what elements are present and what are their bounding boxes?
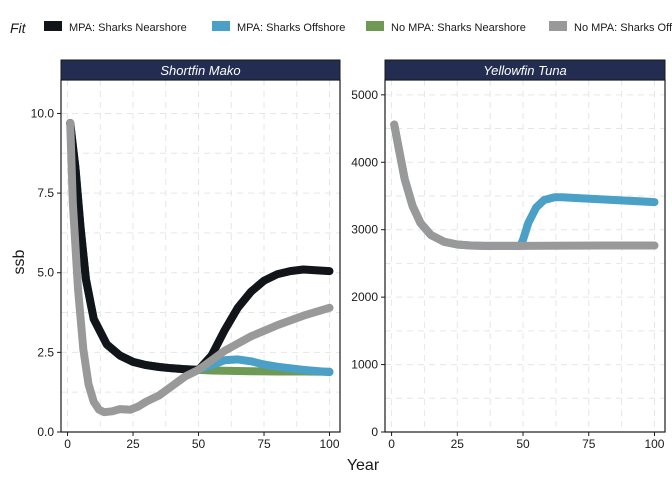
series-line-no-mpa-sharks-nearshore: [66, 119, 334, 376]
legend-key: [549, 21, 567, 31]
legend-key: [212, 21, 230, 31]
y-tick-label: 10.0: [31, 106, 55, 120]
x-tick-label: 25: [126, 437, 140, 451]
x-axis-title: Year: [347, 457, 380, 474]
legend-key: [44, 21, 62, 31]
panel-border: [384, 79, 666, 433]
x-tick-label: 75: [582, 437, 596, 451]
legend: Fit MPA: Sharks Nearshore MPA: Sharks Off…: [10, 20, 672, 36]
panel-shortfin-mako: Shortfin Mako 0 25 50 75 100 0.0 2.5 5.0 7.5 10.0: [31, 59, 341, 451]
y-tick-label: 2000: [351, 290, 378, 304]
x-tick-label: 0: [64, 437, 71, 451]
x-tick-label: 25: [451, 437, 465, 451]
x-tick-label: 75: [257, 437, 271, 451]
x-tick-label: 0: [388, 437, 395, 451]
gridlines: [61, 80, 340, 432]
legend-label: No MPA: Sharks Offshore: [574, 22, 672, 34]
y-tick-label: 7.5: [37, 186, 54, 200]
y-tick-label: 0: [371, 425, 378, 439]
y-tick-label: 4000: [351, 155, 378, 169]
y-axis-title: ssb: [11, 249, 28, 274]
x-tick-label: 100: [320, 437, 340, 451]
legend-label: No MPA: Sharks Nearshore: [391, 22, 526, 34]
y-tick-label: 5.0: [37, 266, 54, 280]
panel-border: [60, 79, 341, 433]
x-tick-label: 50: [192, 437, 206, 451]
y-tick-label: 1000: [351, 358, 378, 372]
series-line-mpa-sharks-offshore: [390, 120, 659, 250]
legend-label: MPA: Sharks Offshore: [237, 22, 345, 34]
y-tick-label: 2.5: [37, 345, 54, 359]
x-tick-label: 50: [516, 437, 530, 451]
legend-key: [366, 21, 384, 31]
legend-label: MPA: Sharks Nearshore: [69, 22, 187, 34]
series-line-mpa-sharks-nearshore: [66, 119, 334, 374]
y-tick-label: 3000: [351, 223, 378, 237]
gridlines: [385, 80, 665, 432]
series-line-no-mpa-sharks-offshore: [390, 120, 659, 250]
x-tick-label: 100: [644, 437, 664, 451]
series-line-mpa-sharks-offshore: [66, 119, 334, 377]
y-tick-label: 5000: [351, 88, 378, 102]
strip-title: Shortfin Mako: [160, 63, 240, 78]
strip-title: Yellowfin Tuna: [483, 63, 567, 78]
series-line-no-mpa-sharks-offshore: [66, 119, 334, 417]
y-tick-label: 0.0: [37, 425, 54, 439]
legend-title: Fit: [10, 20, 27, 36]
